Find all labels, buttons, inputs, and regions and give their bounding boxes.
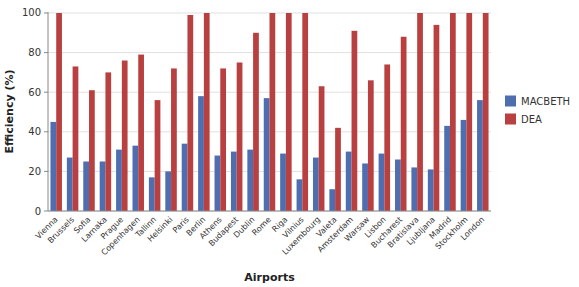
x-tick-label: Helsinki: [146, 215, 175, 244]
x-tick-label: Copenhagen: [99, 215, 141, 257]
bar: [264, 98, 270, 211]
y-tick: [44, 52, 48, 53]
y-tick: [44, 12, 48, 13]
bar: [67, 158, 73, 211]
bar: [466, 13, 472, 211]
y-tick: [44, 131, 48, 132]
bar: [122, 61, 128, 211]
y-tick-label: 40: [28, 126, 41, 137]
bar: [132, 146, 138, 211]
x-axis-label: Airports: [244, 271, 295, 284]
bar: [116, 150, 122, 211]
bar: [461, 120, 467, 211]
bar: [89, 90, 95, 211]
bar: [253, 33, 259, 211]
bar: [73, 66, 79, 211]
bar: [50, 122, 56, 211]
bar: [138, 55, 144, 211]
x-axis-line: [48, 211, 491, 212]
bar: [346, 152, 352, 211]
bar: [319, 86, 325, 211]
chart-container: 020406080100ViennaBrusselsSofiaLarnakaPr…: [0, 0, 579, 287]
x-tick-label: Brussels: [46, 215, 76, 245]
bar: [411, 167, 417, 211]
legend-label: DEA: [521, 114, 542, 125]
bar: [215, 156, 221, 211]
x-tick-label: Dublin: [232, 215, 257, 240]
bar: [220, 68, 226, 211]
y-axis-line: [48, 12, 49, 211]
bar: [270, 13, 276, 211]
grid-line: [48, 211, 491, 212]
bar: [352, 31, 358, 211]
bar: [450, 13, 456, 211]
y-tick-label: 0: [35, 206, 41, 217]
bar: [379, 154, 385, 211]
x-tick-label: Rome: [250, 215, 273, 238]
legend: MACBETH DEA: [505, 96, 570, 126]
y-tick: [44, 171, 48, 172]
y-tick-label: 20: [28, 166, 41, 177]
bar: [297, 179, 303, 211]
bar: [368, 80, 374, 211]
bars: [50, 13, 488, 211]
bar: [417, 13, 423, 211]
bar: [428, 169, 434, 211]
x-tick-label: Luxembourg: [280, 215, 322, 257]
y-tick: [44, 211, 48, 212]
bar: [237, 62, 243, 211]
bar: [56, 13, 62, 211]
y-tick: [44, 92, 48, 93]
bar: [105, 72, 111, 211]
bar: [401, 37, 407, 211]
bar: [434, 25, 440, 211]
y-tick-label: 100: [22, 7, 41, 18]
bar: [286, 13, 292, 211]
legend-label: MACBETH: [521, 96, 570, 107]
bar: [171, 68, 177, 211]
y-tick-label: 80: [28, 47, 41, 58]
bar: [187, 15, 193, 211]
bar: [444, 126, 450, 211]
bar: [483, 13, 489, 211]
bar: [477, 100, 483, 211]
bar: [204, 13, 210, 211]
bar: [83, 161, 89, 211]
bar: [335, 128, 341, 211]
legend-swatch: [505, 96, 516, 107]
chart-svg: 020406080100ViennaBrusselsSofiaLarnakaPr…: [0, 0, 579, 287]
grid: [48, 13, 491, 211]
bar: [313, 158, 319, 211]
bar: [395, 160, 401, 211]
bar: [280, 154, 286, 211]
bar: [302, 13, 308, 211]
bar: [362, 163, 368, 211]
y-axis-label: Efficiency (%): [3, 70, 16, 154]
bar: [198, 96, 204, 211]
bar: [155, 100, 161, 211]
bar: [165, 171, 171, 211]
bar: [384, 64, 390, 211]
x-tick-label: London: [459, 215, 486, 242]
bar: [247, 150, 253, 211]
bar: [100, 161, 106, 211]
bar: [231, 152, 237, 211]
bar: [182, 144, 188, 211]
legend-swatch: [505, 114, 516, 125]
y-tick-label: 60: [28, 87, 41, 98]
bar: [149, 177, 155, 211]
bar: [329, 189, 335, 211]
